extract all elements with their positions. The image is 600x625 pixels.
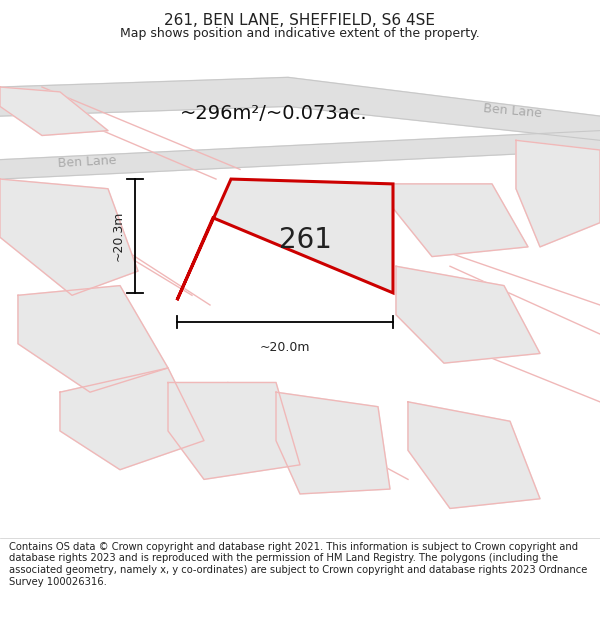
Polygon shape bbox=[0, 78, 600, 140]
Polygon shape bbox=[177, 179, 393, 300]
Text: Ben Lane: Ben Lane bbox=[483, 102, 543, 120]
Text: ~296m²/~0.073ac.: ~296m²/~0.073ac. bbox=[180, 104, 368, 123]
Text: Ben Lane: Ben Lane bbox=[58, 154, 116, 170]
Polygon shape bbox=[18, 286, 168, 392]
Polygon shape bbox=[396, 266, 540, 363]
Polygon shape bbox=[60, 368, 204, 470]
Polygon shape bbox=[168, 382, 300, 479]
Text: ~20.3m: ~20.3m bbox=[111, 211, 124, 261]
Polygon shape bbox=[0, 179, 138, 295]
Text: Contains OS data © Crown copyright and database right 2021. This information is : Contains OS data © Crown copyright and d… bbox=[9, 542, 587, 587]
Text: 261, BEN LANE, SHEFFIELD, S6 4SE: 261, BEN LANE, SHEFFIELD, S6 4SE bbox=[164, 13, 436, 28]
Polygon shape bbox=[516, 140, 600, 247]
Polygon shape bbox=[393, 184, 528, 256]
Text: ~20.0m: ~20.0m bbox=[260, 341, 310, 354]
Polygon shape bbox=[0, 131, 600, 179]
Polygon shape bbox=[408, 402, 540, 509]
Polygon shape bbox=[276, 392, 390, 494]
Text: Map shows position and indicative extent of the property.: Map shows position and indicative extent… bbox=[120, 27, 480, 40]
Polygon shape bbox=[0, 87, 108, 136]
Text: 261: 261 bbox=[279, 226, 332, 254]
